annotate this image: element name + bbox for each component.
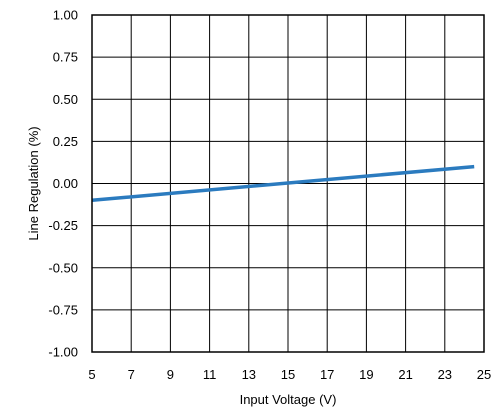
x-tick-label: 13 xyxy=(242,367,256,382)
x-tick-label: 9 xyxy=(167,367,174,382)
y-tick-label: 1.00 xyxy=(53,8,78,23)
x-tick-label: 23 xyxy=(438,367,452,382)
y-tick-label: -0.75 xyxy=(48,302,78,317)
series-line xyxy=(91,164,475,203)
x-tick-label: 21 xyxy=(398,367,412,382)
y-tick-label: 0.25 xyxy=(53,134,78,149)
y-tick-labels: 1.00 0.75 0.50 0.25 0.00 -0.25 -0.50 -0.75 -1.00 xyxy=(48,8,78,360)
series-layer xyxy=(91,164,475,203)
x-tick-label: 19 xyxy=(359,367,373,382)
x-tick-label: 5 xyxy=(88,367,95,382)
y-tick-label: -0.25 xyxy=(48,218,78,233)
x-tick-label: 25 xyxy=(477,367,491,382)
x-tick-label: 17 xyxy=(320,367,334,382)
y-tick-label: -1.00 xyxy=(48,345,78,360)
x-axis-title: Input Voltage (V) xyxy=(240,392,337,407)
y-axis-title: Line Regulation (%) xyxy=(26,126,41,240)
plot-frame xyxy=(91,14,485,353)
y-tick-label: 0.50 xyxy=(53,92,78,107)
x-tick-label: 15 xyxy=(281,367,295,382)
x-tick-label: 11 xyxy=(203,367,217,382)
y-tick-label: -0.50 xyxy=(48,260,78,275)
y-tick-label: 0.00 xyxy=(53,176,78,191)
x-tick-label: 7 xyxy=(128,367,135,382)
x-tick-labels: 5 7 9 11 13 15 17 19 21 23 25 xyxy=(88,367,491,382)
y-tick-label: 0.75 xyxy=(53,50,78,65)
